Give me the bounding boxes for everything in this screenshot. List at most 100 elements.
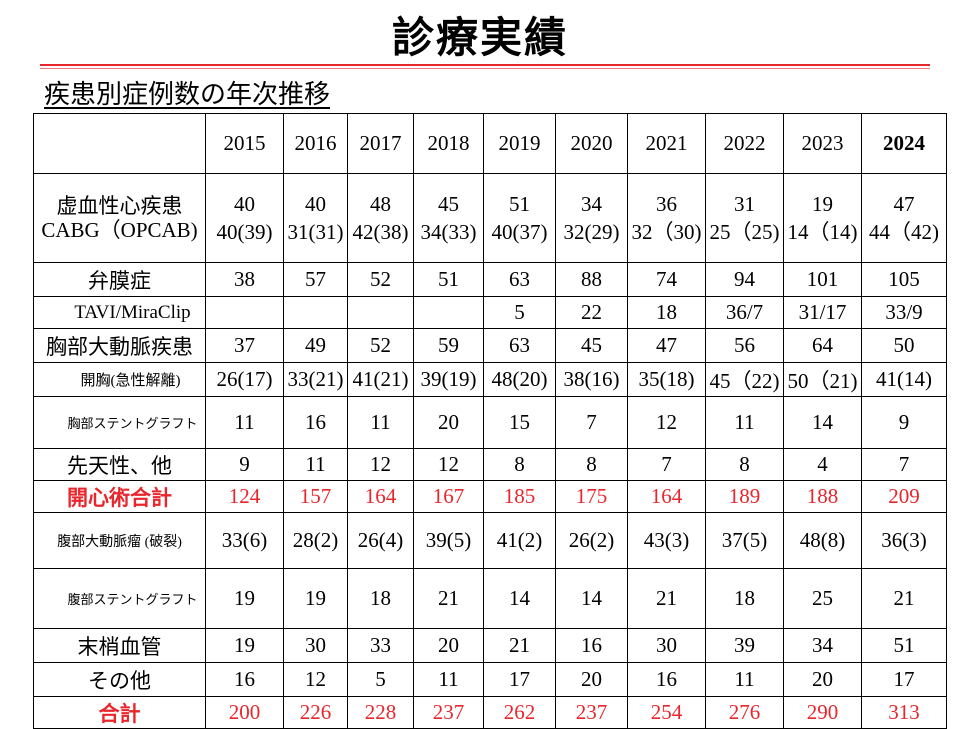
table-cell: 52 [347,328,414,363]
row-label: 腹部ステントグラフト [33,568,206,629]
table-cell: 19 [205,628,284,663]
table-cell: 12 [413,448,484,481]
table-cell: 64 [783,328,862,363]
table-cell: 105 [861,262,947,297]
table-cell: 20 [413,628,484,663]
table-row: 腹部ステントグラフト 19 19 18 21 14 14 21 18 25 21 [33,568,947,629]
year-header: 2015 [205,113,284,174]
table-cell: 33(6) [205,512,284,569]
table-cell: 175 [555,480,628,513]
table-cell: 19 [283,568,348,629]
row-label: 虚血性心疾患 CABG（OPCAB) [33,173,206,263]
table-cell: 40 31(31) [283,173,348,263]
table-cell: 164 [347,480,414,513]
year-header: 2016 [283,113,348,174]
table-cell: 37(5) [705,512,784,569]
table-cell: 45（22) [705,362,784,397]
table-cell: 33 [347,628,414,663]
table-cell: 11 [283,448,348,481]
table-row: TAVI/MiraClip 5 22 18 36/7 31/17 33/9 [33,296,947,329]
table-cell: 12 [627,396,706,449]
table-cell: 290 [783,696,862,729]
table-cell: 26(2) [555,512,628,569]
table-row: 腹部大動脈瘤 (破裂) 33(6) 28(2) 26(4) 39(5) 41(2… [33,512,947,569]
table-cell: 51 40(37) [483,173,556,263]
table-cell: 22 [555,296,628,329]
table-cell: 20 [555,662,628,697]
table-cell: 48(20) [483,362,556,397]
table-cell: 11 [347,396,414,449]
table-cell: 20 [783,662,862,697]
table-cell: 36/7 [705,296,784,329]
table-cell: 45 34(33) [413,173,484,263]
table-row: 合計 200 226 228 237 262 237 254 276 290 3… [33,696,947,729]
year-header: 2020 [555,113,628,174]
table-cell: 262 [483,696,556,729]
table-row: その他 16 12 5 11 17 20 16 11 20 17 [33,662,947,697]
header-row: 2015 2016 2017 2018 2019 2020 2021 2022 … [33,113,947,174]
table-cell: 63 [483,328,556,363]
table-cell: 200 [205,696,284,729]
table-cell: 8 [705,448,784,481]
year-header: 2018 [413,113,484,174]
table-cell: 20 [413,396,484,449]
table-cell: 47 44（42) [861,173,947,263]
table-cell: 16 [283,396,348,449]
year-header: 2021 [627,113,706,174]
table-cell: 38 [205,262,284,297]
year-header: 2017 [347,113,414,174]
table-cell: 41(14) [861,362,947,397]
table-cell: 276 [705,696,784,729]
table-row: 開心術合計 124 157 164 167 185 175 164 189 18… [33,480,947,513]
table-cell: 33/9 [861,296,947,329]
table-cell: 228 [347,696,414,729]
table-cell: 16 [627,662,706,697]
table-cell: 18 [705,568,784,629]
table-row: 胸部大動脈疾患 37 49 52 59 63 45 47 56 64 50 [33,328,947,363]
table-cell: 49 [283,328,348,363]
row-label-main: 虚血性心疾患 [56,194,183,218]
row-label: 腹部大動脈瘤 (破裂) [33,512,206,569]
table-cell: 26(17) [205,362,284,397]
table-cell: 189 [705,480,784,513]
table-row: 胸部ステントグラフト 11 16 11 20 15 7 12 11 14 9 [33,396,947,449]
table-cell: 88 [555,262,628,297]
year-header: 2024 [861,113,947,174]
table-cell: 94 [705,262,784,297]
table-cell: 45 [555,328,628,363]
row-label: 胸部ステントグラフト [33,396,206,449]
table-cell: 164 [627,480,706,513]
table-cell: 11 [205,396,284,449]
table-cell: 16 [555,628,628,663]
table-cell: 237 [413,696,484,729]
table-cell: 41(2) [483,512,556,569]
table-cell: 157 [283,480,348,513]
table-cell: 56 [705,328,784,363]
table-cell: 30 [627,628,706,663]
table-cell: 19 [205,568,284,629]
table-cell: 31/17 [783,296,862,329]
table-cell: 9 [861,396,947,449]
year-header: 2022 [705,113,784,174]
table-cell [283,296,348,329]
table-cell: 5 [347,662,414,697]
table-cell: 74 [627,262,706,297]
table-cell: 39 [705,628,784,663]
row-label-sub: CABG（OPCAB) [41,218,198,242]
table-cell: 50 [861,328,947,363]
table-cell: 7 [861,448,947,481]
table-cell: 21 [413,568,484,629]
table-cell: 47 [627,328,706,363]
table-cell: 18 [627,296,706,329]
table-cell: 21 [483,628,556,663]
table-cell: 34 [783,628,862,663]
page-title: 診療実績 [391,13,568,62]
table-row: 先天性、他 9 11 12 12 8 8 7 8 4 7 [33,448,947,481]
table-cell: 39(19) [413,362,484,397]
year-header: 2019 [483,113,556,174]
table-cell: 26(4) [347,512,414,569]
table-cell: 50（21) [783,362,862,397]
table-cell: 254 [627,696,706,729]
table-cell: 63 [483,262,556,297]
table-cell: 25 [783,568,862,629]
